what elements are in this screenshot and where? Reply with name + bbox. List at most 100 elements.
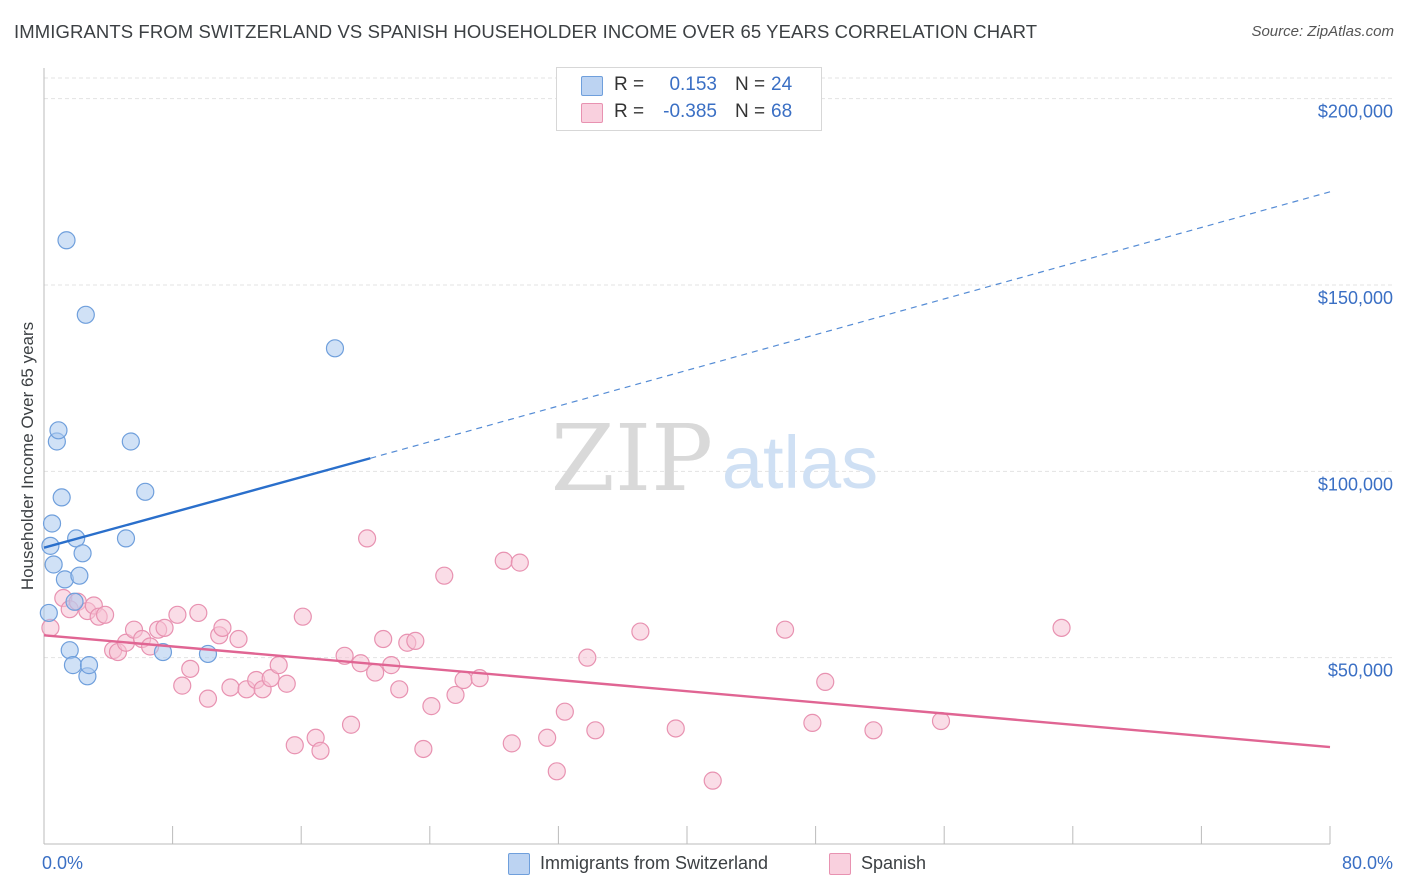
legend-r-value: -0.385	[663, 101, 717, 122]
legend-r-label: R =	[614, 74, 645, 95]
legend-n-label: N =	[735, 74, 766, 95]
legend-n-value: 68	[771, 101, 793, 122]
spanish-point	[666, 719, 685, 738]
legend-n-value: 24	[771, 74, 793, 95]
switzerland-point	[153, 642, 173, 662]
watermark: ZIP atlas	[551, 405, 878, 512]
spanish-point	[803, 713, 822, 732]
spanish-point	[538, 728, 557, 747]
watermark-zip: ZIP	[551, 405, 713, 512]
legend-row-switzerland: R = 0.153 N = 24	[557, 73, 821, 99]
correlation-legend: R = 0.153 N = 24 R = -0.385 N = 68	[556, 67, 822, 131]
spanish-point	[221, 678, 240, 697]
spanish-point	[213, 618, 232, 637]
switzerland-point	[121, 432, 140, 451]
legend-n-label: N =	[735, 101, 766, 122]
y-tick-label: $200,000	[1318, 102, 1393, 122]
switzerland-point	[57, 231, 76, 250]
spanish-point	[406, 631, 425, 650]
switzerland-point	[70, 566, 89, 585]
legend-r-value: 0.153	[669, 74, 717, 95]
spanish-point	[261, 669, 280, 688]
switzerland-point	[42, 514, 62, 533]
y-tick-label: $150,000	[1318, 288, 1393, 308]
spanish-point	[1052, 618, 1071, 637]
spanish-point	[414, 739, 433, 759]
legend-r-label: R =	[614, 101, 645, 122]
spanish-point	[864, 721, 883, 740]
switzerland-point	[39, 603, 58, 623]
switzerland-point	[44, 555, 63, 574]
spanish-point	[586, 721, 605, 740]
spanish-point	[435, 566, 454, 585]
spanish-point	[181, 659, 200, 678]
legend-swatch-pink	[581, 103, 603, 123]
spanish-point	[555, 702, 574, 721]
axes	[43, 68, 1331, 845]
y-tick-label: $100,000	[1318, 474, 1393, 494]
x-tick-label-max: 80.0%	[1342, 853, 1393, 873]
bottom-legend-swatch-pink	[829, 853, 851, 875]
bottom-legend-label: Immigrants from Switzerland	[540, 853, 769, 873]
spanish-trend-line	[43, 634, 1331, 749]
data-points	[39, 231, 1071, 790]
switzerland-point	[325, 339, 345, 358]
spanish-point	[502, 734, 521, 753]
switzerland-point	[136, 482, 155, 501]
spanish-point	[168, 605, 187, 624]
switzerland-point	[116, 529, 136, 548]
switzerland-trend-extension	[370, 191, 1331, 459]
spanish-point	[510, 553, 529, 572]
tick-labels: $50,000 $100,000 $150,000 $200,000 0.0% 80.0%	[42, 102, 1393, 873]
bottom-legend-label: Spanish	[861, 853, 927, 873]
switzerland-trend-line	[43, 457, 371, 549]
x-tick-label-min: 0.0%	[42, 853, 83, 873]
spanish-point	[931, 711, 951, 731]
y-tick-label: $50,000	[1328, 661, 1393, 681]
spanish-point	[41, 618, 60, 637]
switzerland-point	[49, 421, 68, 440]
spanish-point	[816, 672, 835, 691]
spanish-point	[454, 670, 473, 690]
spanish-point	[285, 736, 304, 755]
chart-title: IMMIGRANTS FROM SWITZERLAND VS SPANISH H…	[14, 21, 1038, 42]
bottom-legend-swatch-blue	[508, 853, 530, 875]
switzerland-point	[52, 488, 71, 507]
spanish-point	[703, 771, 722, 790]
switzerland-point	[79, 656, 99, 675]
spanish-point	[277, 674, 296, 693]
spanish-point	[155, 618, 174, 637]
spanish-point	[173, 676, 192, 695]
switzerland-point	[63, 656, 83, 675]
switzerland-point	[76, 305, 95, 324]
spanish-point	[95, 605, 115, 624]
spanish-point	[390, 680, 409, 699]
switzerland-point	[65, 592, 84, 611]
spanish-point	[446, 685, 465, 705]
spanish-point	[293, 607, 312, 626]
spanish-point	[631, 622, 650, 641]
spanish-point	[775, 620, 795, 639]
spanish-point	[229, 629, 248, 649]
spanish-point	[422, 697, 441, 716]
gridlines	[44, 77, 1395, 659]
spanish-point	[358, 529, 377, 548]
spanish-point	[341, 715, 361, 734]
spanish-point	[189, 603, 208, 623]
legend-row-spanish: R = -0.385 N = 68	[557, 100, 821, 126]
spanish-point	[311, 741, 330, 760]
spanish-point	[366, 663, 385, 682]
legend-swatch-blue	[581, 76, 603, 96]
spanish-point	[269, 656, 288, 675]
spanish-point	[578, 648, 597, 667]
spanish-point	[547, 762, 566, 781]
switzerland-point	[60, 641, 79, 660]
y-axis-label-text: Householder Income Over 65 years	[18, 321, 37, 591]
chart-source: Source: ZipAtlas.com	[1251, 23, 1394, 40]
spanish-point	[374, 629, 393, 649]
switzerland-point	[73, 544, 92, 563]
watermark-atlas: atlas	[722, 421, 878, 504]
trend-lines	[43, 191, 1331, 749]
spanish-point	[494, 551, 513, 570]
